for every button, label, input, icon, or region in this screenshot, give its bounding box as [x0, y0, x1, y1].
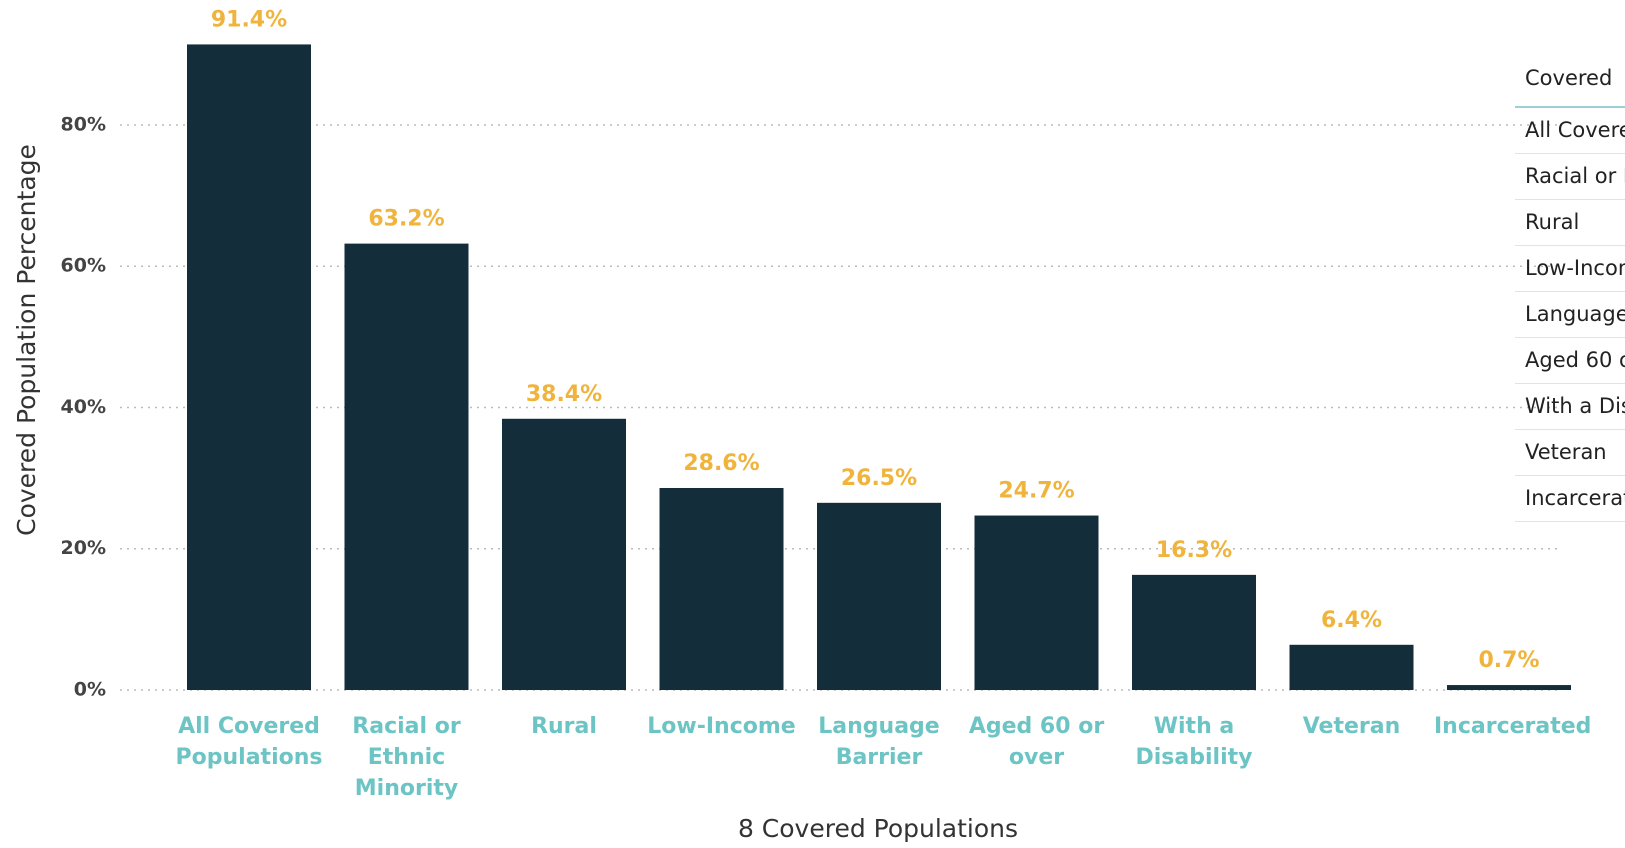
x-axis-title: 8 Covered Populations: [738, 814, 1018, 843]
value-label: 26.5%: [841, 466, 917, 491]
table-row: Aged 60 or over: [1515, 338, 1625, 384]
bar: [1132, 574, 1256, 690]
x-tick-label: Low-Income: [647, 714, 796, 739]
bar: [1447, 685, 1571, 690]
table-row: Veteran: [1515, 430, 1625, 476]
table-row: Low-Income: [1515, 246, 1625, 292]
x-tick-label: Incarcerated: [1434, 714, 1592, 739]
bar: [344, 243, 469, 691]
x-tick-label: Language Barrier: [818, 714, 940, 770]
bar: [502, 418, 626, 690]
table-row: All Covered Populations: [1515, 108, 1625, 154]
y-tick-label: 60%: [61, 255, 106, 277]
bar: [974, 515, 1099, 690]
y-axis-title: Covered Population Percentage: [12, 144, 41, 536]
value-label: 0.7%: [1478, 648, 1539, 673]
bar: [1289, 644, 1414, 690]
value-label: 6.4%: [1321, 608, 1382, 633]
bar: [817, 502, 941, 690]
table-row: Rural: [1515, 200, 1625, 246]
value-label: 16.3%: [1156, 538, 1232, 563]
x-tick-label: Racial or Ethnic Minority: [352, 714, 461, 801]
y-tick-label: 20%: [61, 537, 106, 559]
bar: [659, 487, 784, 690]
bar: [187, 44, 311, 690]
value-label: 24.7%: [998, 479, 1074, 504]
x-tick-label: With a Disability: [1135, 714, 1253, 770]
table-row: Language Barrier: [1515, 292, 1625, 338]
x-tick-label: Aged 60 or over: [968, 714, 1105, 770]
x-tick-label: Veteran: [1302, 714, 1401, 739]
value-label: 91.4%: [211, 7, 287, 32]
value-label: 38.4%: [526, 382, 602, 407]
y-tick-label: 40%: [61, 396, 106, 418]
x-tick-label: All Covered Populations: [175, 714, 323, 770]
y-tick-label: 0%: [74, 679, 106, 701]
table-row: With a Disability: [1515, 384, 1625, 430]
y-tick-label: 80%: [61, 113, 106, 135]
table-header: Covered: [1515, 50, 1625, 108]
table-row: Racial or Ethnic Minority: [1515, 154, 1625, 200]
x-tick-label: Rural: [531, 714, 597, 739]
table-row: Incarcerated: [1515, 476, 1625, 522]
value-label: 28.6%: [683, 451, 759, 476]
value-label: 63.2%: [368, 207, 444, 232]
